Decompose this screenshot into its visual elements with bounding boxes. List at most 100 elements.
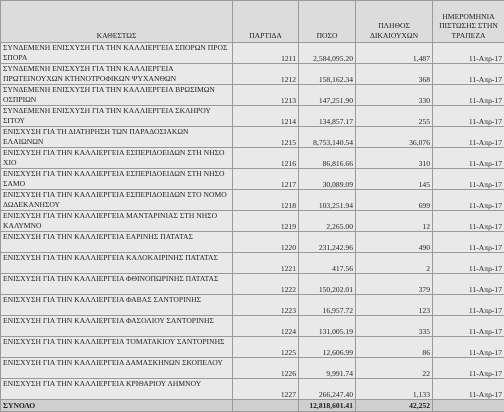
- scheme-name: ΕΝΙΣΧΥΣΗ ΓΙΑ ΤΗΝ ΚΑΛΛΙΕΡΓΕΙΑ ΕΣΠΕΡΙΔΟΕΙΔ…: [0, 147, 233, 169]
- amount: 150,202.01: [298, 273, 356, 295]
- beneficiaries: 1,487: [355, 42, 433, 64]
- column-header: ΠΟΣΟ: [298, 0, 356, 43]
- scheme-name: ΣΥΝΔΕΜΕΝΗ ΕΝΙΣΧΥΣΗ ΓΙΑ ΤΗΝ ΚΑΛΛΙΕΡΓΕΙΑ Σ…: [0, 105, 233, 127]
- beneficiaries: 330: [355, 84, 433, 106]
- batch: 1214: [232, 105, 299, 127]
- table-row: ΕΝΙΣΧΥΣΗ ΓΙΑ ΤΗΝ ΚΑΛΛΙΕΡΓΕΙΑ ΕΑΡΙΝΗΣ ΠΑΤ…: [0, 231, 504, 253]
- header-row: ΚΑΘΕΣΤΩΣ ΠΑΡΤΙΔΑ ΠΟΣΟ ΠΛΗΘΟΣ ΔΙΚΑΙΟΥΧΩΝ ΗΜΕΡ…: [0, 0, 504, 43]
- batch: 1213: [232, 84, 299, 106]
- credit-date: 11-Απρ-17: [432, 315, 504, 337]
- beneficiaries: 490: [355, 231, 433, 253]
- credit-date: 11-Απρ-17: [432, 126, 504, 148]
- beneficiaries: 2: [355, 252, 433, 274]
- table-row: ΕΝΙΣΧΥΣΗ ΓΙΑ ΤΗΝ ΚΑΛΛΙΕΡΓΕΙΑ ΤΟΜΑΤΑΚΙΟΥ …: [0, 336, 504, 358]
- beneficiaries: 255: [355, 105, 433, 127]
- credit-date: 11-Απρ-17: [432, 231, 504, 253]
- amount: 2,584,095.20: [298, 42, 356, 64]
- table-row: ΕΝΙΣΧΥΣΗ ΓΙΑ ΤΗ ΔΙΑΤΗΡΗΣΗ ΤΩΝ ΠΑΡΑΔΟΣΙΑΚ…: [0, 126, 504, 148]
- total-count: 42,252: [355, 399, 433, 412]
- credit-date: 11-Απρ-17: [432, 294, 504, 316]
- scheme-name: ΕΝΙΣΧΥΣΗ ΓΙΑ ΤΗΝ ΚΑΛΛΙΕΡΓΕΙΑ ΜΑΝΤΑΡΙΝΙΑΣ…: [0, 210, 233, 232]
- amount: 231,242.96: [298, 231, 356, 253]
- column-header: ΠΑΡΤΙΔΑ: [232, 0, 299, 43]
- amount: 103,251.94: [298, 189, 356, 211]
- column-header: ΚΑΘΕΣΤΩΣ: [0, 0, 233, 43]
- table-body: ΣΥΝΔΕΜΕΝΗ ΕΝΙΣΧΥΣΗ ΓΙΑ ΤΗΝ ΚΑΛΛΙΕΡΓΕΙΑ Σ…: [0, 42, 504, 412]
- batch: 1220: [232, 231, 299, 253]
- table-row: ΕΝΙΣΧΥΣΗ ΓΙΑ ΤΗΝ ΚΑΛΛΙΕΡΓΕΙΑ ΦΑΣΟΛΙΟΥ ΣΑ…: [0, 315, 504, 337]
- credit-date: 11-Απρ-17: [432, 378, 504, 400]
- scheme-name: ΕΝΙΣΧΥΣΗ ΓΙΑ ΤΗΝ ΚΑΛΛΙΕΡΓΕΙΑ ΚΡΙΘΑΡΙΟΥ Λ…: [0, 378, 233, 400]
- beneficiaries: 335: [355, 315, 433, 337]
- scheme-name: ΕΝΙΣΧΥΣΗ ΓΙΑ ΤΗΝ ΚΑΛΛΙΕΡΓΕΙΑ ΚΑΛΟΚΑΙΡΙΝΗ…: [0, 252, 233, 274]
- column-header: ΠΛΗΘΟΣ ΔΙΚΑΙΟΥΧΩΝ: [355, 0, 433, 43]
- batch: 1222: [232, 273, 299, 295]
- beneficiaries: 12: [355, 210, 433, 232]
- scheme-name: ΕΝΙΣΧΥΣΗ ΓΙΑ ΤΗΝ ΚΑΛΛΙΕΡΓΕΙΑ ΕΣΠΕΡΙΔΟΕΙΔ…: [0, 189, 233, 211]
- beneficiaries: 123: [355, 294, 433, 316]
- scheme-name: ΣΥΝΔΕΜΕΝΗ ΕΝΙΣΧΥΣΗ ΓΙΑ ΤΗΝ ΚΑΛΛΙΕΡΓΕΙΑ Π…: [0, 63, 233, 85]
- credit-date: 11-Απρ-17: [432, 357, 504, 379]
- credit-date: 11-Απρ-17: [432, 63, 504, 85]
- credit-date: 11-Απρ-17: [432, 105, 504, 127]
- batch: 1219: [232, 210, 299, 232]
- beneficiaries: 379: [355, 273, 433, 295]
- credit-date: 11-Απρ-17: [432, 84, 504, 106]
- scheme-name: ΕΝΙΣΧΥΣΗ ΓΙΑ ΤΗΝ ΚΑΛΛΙΕΡΓΕΙΑ ΔΑΜΑΣΚΗΝΩΝ …: [0, 357, 233, 379]
- batch: 1215: [232, 126, 299, 148]
- amount: 30,089.09: [298, 168, 356, 190]
- scheme-name: ΕΝΙΣΧΥΣΗ ΓΙΑ ΤΗΝ ΚΑΛΛΙΕΡΓΕΙΑ ΦΑΒΑΣ ΣΑΝΤΟ…: [0, 294, 233, 316]
- amount: 2,265.00: [298, 210, 356, 232]
- batch: 1217: [232, 168, 299, 190]
- credit-date: 11-Απρ-17: [432, 189, 504, 211]
- batch: 1211: [232, 42, 299, 64]
- batch: 1227: [232, 378, 299, 400]
- total-row: ΣΥΝΟΛΟ 12,818,601.41 42,252: [0, 399, 504, 412]
- scheme-name: ΕΝΙΣΧΥΣΗ ΓΙΑ ΤΗ ΔΙΑΤΗΡΗΣΗ ΤΩΝ ΠΑΡΑΔΟΣΙΑΚ…: [0, 126, 233, 148]
- batch: 1224: [232, 315, 299, 337]
- beneficiaries: 1,133: [355, 378, 433, 400]
- empty-cell: [232, 399, 299, 412]
- scheme-name: ΕΝΙΣΧΥΣΗ ΓΙΑ ΤΗΝ ΚΑΛΛΙΕΡΓΕΙΑ ΦΘΙΝΟΠΩΡΙΝΗ…: [0, 273, 233, 295]
- batch: 1218: [232, 189, 299, 211]
- beneficiaries: 368: [355, 63, 433, 85]
- total-label: ΣΥΝΟΛΟ: [0, 399, 233, 412]
- scheme-name: ΕΝΙΣΧΥΣΗ ΓΙΑ ΤΗΝ ΚΑΛΛΙΕΡΓΕΙΑ ΕΑΡΙΝΗΣ ΠΑΤ…: [0, 231, 233, 253]
- table-row: ΕΝΙΣΧΥΣΗ ΓΙΑ ΤΗΝ ΚΑΛΛΙΕΡΓΕΙΑ ΕΣΠΕΡΙΔΟΕΙΔ…: [0, 189, 504, 211]
- amount: 86,816.66: [298, 147, 356, 169]
- batch: 1221: [232, 252, 299, 274]
- table-row: ΣΥΝΔΕΜΕΝΗ ΕΝΙΣΧΥΣΗ ΓΙΑ ΤΗΝ ΚΑΛΛΙΕΡΓΕΙΑ Σ…: [0, 42, 504, 64]
- scheme-name: ΕΝΙΣΧΥΣΗ ΓΙΑ ΤΗΝ ΚΑΛΛΙΕΡΓΕΙΑ ΕΣΠΕΡΙΔΟΕΙΔ…: [0, 168, 233, 190]
- table-row: ΕΝΙΣΧΥΣΗ ΓΙΑ ΤΗΝ ΚΑΛΛΙΕΡΓΕΙΑ ΚΑΛΟΚΑΙΡΙΝΗ…: [0, 252, 504, 274]
- scheme-name: ΕΝΙΣΧΥΣΗ ΓΙΑ ΤΗΝ ΚΑΛΛΙΕΡΓΕΙΑ ΤΟΜΑΤΑΚΙΟΥ …: [0, 336, 233, 358]
- credit-date: 11-Απρ-17: [432, 252, 504, 274]
- beneficiaries: 86: [355, 336, 433, 358]
- scheme-name: ΣΥΝΔΕΜΕΝΗ ΕΝΙΣΧΥΣΗ ΓΙΑ ΤΗΝ ΚΑΛΛΙΕΡΓΕΙΑ Σ…: [0, 42, 233, 64]
- credit-date: 11-Απρ-17: [432, 42, 504, 64]
- batch: 1216: [232, 147, 299, 169]
- table-row: ΣΥΝΔΕΜΕΝΗ ΕΝΙΣΧΥΣΗ ΓΙΑ ΤΗΝ ΚΑΛΛΙΕΡΓΕΙΑ Σ…: [0, 105, 504, 127]
- beneficiaries: 699: [355, 189, 433, 211]
- batch: 1212: [232, 63, 299, 85]
- credit-date: 11-Απρ-17: [432, 147, 504, 169]
- column-header: ΗΜΕΡΟΜΗΝΙΑ ΠΙΣΤΩΣΗΣ ΣΤΗΝ ΤΡΑΠΕΖΑ: [432, 0, 504, 43]
- credit-date: 11-Απρ-17: [432, 336, 504, 358]
- amount: 12,606.99: [298, 336, 356, 358]
- credit-date: 11-Απρ-17: [432, 168, 504, 190]
- table-row: ΣΥΝΔΕΜΕΝΗ ΕΝΙΣΧΥΣΗ ΓΙΑ ΤΗΝ ΚΑΛΛΙΕΡΓΕΙΑ Π…: [0, 63, 504, 85]
- beneficiaries: 310: [355, 147, 433, 169]
- beneficiaries: 22: [355, 357, 433, 379]
- table-row: ΕΝΙΣΧΥΣΗ ΓΙΑ ΤΗΝ ΚΑΛΛΙΕΡΓΕΙΑ ΕΣΠΕΡΙΔΟΕΙΔ…: [0, 168, 504, 190]
- amount: 16,957.72: [298, 294, 356, 316]
- table-header: ΚΑΘΕΣΤΩΣ ΠΑΡΤΙΔΑ ΠΟΣΟ ΠΛΗΘΟΣ ΔΙΚΑΙΟΥΧΩΝ ΗΜΕΡ…: [0, 0, 504, 43]
- beneficiaries: 36,076: [355, 126, 433, 148]
- batch: 1225: [232, 336, 299, 358]
- table-row: ΕΝΙΣΧΥΣΗ ΓΙΑ ΤΗΝ ΚΑΛΛΙΕΡΓΕΙΑ ΚΡΙΘΑΡΙΟΥ Λ…: [0, 378, 504, 400]
- credit-date: 11-Απρ-17: [432, 273, 504, 295]
- batch: 1223: [232, 294, 299, 316]
- amount: 8,753,140.54: [298, 126, 356, 148]
- scheme-name: ΣΥΝΔΕΜΕΝΗ ΕΝΙΣΧΥΣΗ ΓΙΑ ΤΗΝ ΚΑΛΛΙΕΡΓΕΙΑ Β…: [0, 84, 233, 106]
- table-row: ΕΝΙΣΧΥΣΗ ΓΙΑ ΤΗΝ ΚΑΛΛΙΕΡΓΕΙΑ ΔΑΜΑΣΚΗΝΩΝ …: [0, 357, 504, 379]
- scheme-name: ΕΝΙΣΧΥΣΗ ΓΙΑ ΤΗΝ ΚΑΛΛΙΕΡΓΕΙΑ ΦΑΣΟΛΙΟΥ ΣΑ…: [0, 315, 233, 337]
